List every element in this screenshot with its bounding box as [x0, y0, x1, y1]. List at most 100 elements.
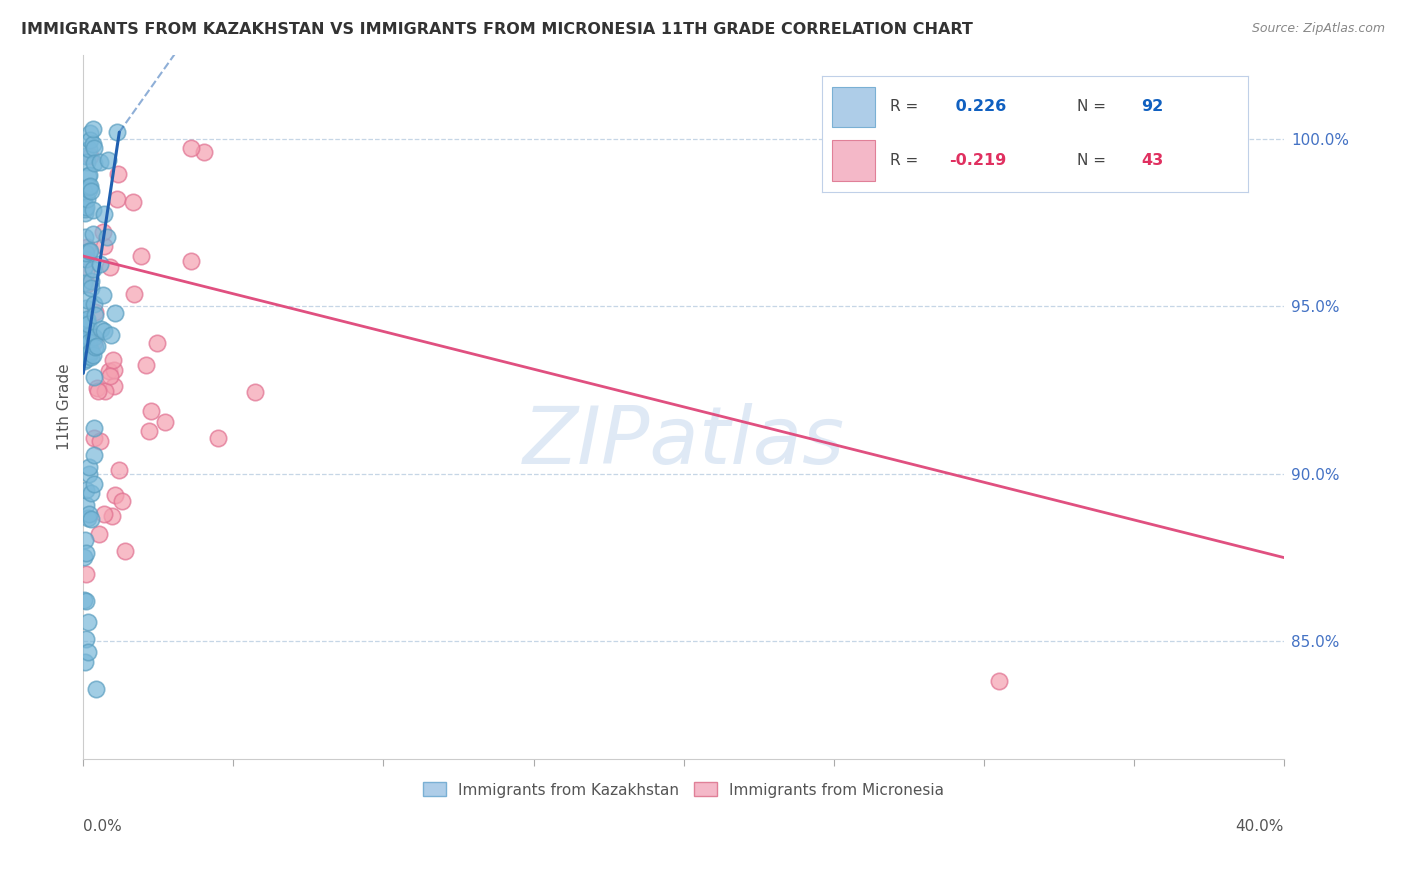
Point	[207, 431, 229, 445]
Point	[90, 322, 112, 336]
Point	[124, 286, 146, 301]
Point	[80, 350, 103, 364]
Text: ZIPatlas: ZIPatlas	[523, 403, 845, 481]
Point	[83, 420, 105, 434]
Point	[83, 330, 105, 344]
Point	[83, 297, 105, 311]
Point	[75, 318, 97, 332]
Point	[75, 246, 97, 260]
Point	[77, 467, 100, 481]
Point	[100, 328, 122, 343]
Point	[79, 133, 101, 147]
Point	[77, 142, 100, 156]
Point	[79, 149, 101, 163]
Point	[79, 244, 101, 258]
Point	[987, 674, 1010, 689]
Point	[104, 306, 127, 320]
Text: 0.0%: 0.0%	[83, 819, 122, 834]
Point	[93, 207, 115, 221]
Point	[107, 167, 129, 181]
Point	[93, 239, 115, 253]
Point	[75, 594, 97, 608]
Point	[110, 494, 132, 508]
Point	[83, 448, 105, 462]
Point	[89, 257, 111, 271]
Point	[73, 184, 96, 198]
Point	[77, 169, 100, 183]
Point	[79, 512, 101, 526]
Point	[75, 202, 97, 217]
Point	[83, 156, 105, 170]
Point	[79, 179, 101, 194]
Point	[79, 485, 101, 500]
Point	[243, 384, 266, 399]
Point	[193, 145, 215, 159]
Point	[75, 533, 97, 547]
Point	[73, 327, 96, 342]
Point	[141, 403, 163, 417]
Point	[105, 125, 128, 139]
Point	[82, 227, 104, 242]
Point	[76, 239, 98, 253]
Point	[86, 380, 108, 394]
Point	[76, 293, 98, 308]
Point	[73, 593, 96, 607]
Point	[89, 154, 111, 169]
Point	[89, 434, 111, 449]
Point	[94, 384, 117, 398]
Point	[82, 262, 104, 277]
Point	[100, 509, 122, 524]
Point	[82, 202, 104, 217]
Point	[135, 359, 157, 373]
Point	[75, 498, 97, 512]
Point	[75, 632, 97, 647]
Point	[77, 317, 100, 331]
Point	[84, 305, 107, 319]
Point	[75, 265, 97, 279]
Point	[87, 526, 110, 541]
Point	[155, 416, 177, 430]
Point	[100, 260, 122, 274]
Point	[76, 311, 98, 326]
Point	[73, 229, 96, 244]
Point	[82, 122, 104, 136]
Point	[73, 184, 96, 198]
Point	[114, 544, 136, 558]
Point	[73, 314, 96, 328]
Point	[76, 329, 98, 343]
Point	[75, 351, 97, 366]
Point	[76, 645, 98, 659]
Text: 40.0%: 40.0%	[1236, 819, 1284, 834]
Point	[76, 615, 98, 629]
Point	[72, 326, 94, 341]
Point	[73, 205, 96, 219]
Point	[93, 507, 115, 521]
Text: IMMIGRANTS FROM KAZAKHSTAN VS IMMIGRANTS FROM MICRONESIA 11TH GRADE CORRELATION : IMMIGRANTS FROM KAZAKHSTAN VS IMMIGRANTS…	[21, 22, 973, 37]
Point	[129, 249, 152, 263]
Point	[100, 369, 122, 384]
Point	[91, 225, 114, 239]
Point	[75, 201, 97, 215]
Point	[82, 136, 104, 151]
Point	[79, 345, 101, 359]
Point	[180, 253, 202, 268]
Point	[122, 195, 145, 210]
Point	[80, 281, 103, 295]
Point	[77, 460, 100, 475]
Point	[83, 308, 105, 322]
Point	[77, 244, 100, 259]
Point	[75, 346, 97, 360]
Point	[75, 338, 97, 352]
Point	[103, 378, 125, 392]
Point	[80, 343, 103, 358]
Point	[98, 364, 121, 378]
Point	[97, 153, 120, 167]
Legend: Immigrants from Kazakhstan, Immigrants from Micronesia: Immigrants from Kazakhstan, Immigrants f…	[416, 776, 950, 804]
Point	[87, 384, 110, 398]
Point	[75, 483, 97, 498]
Point	[82, 348, 104, 362]
Y-axis label: 11th Grade: 11th Grade	[58, 364, 72, 450]
Point	[73, 193, 96, 207]
Point	[83, 335, 105, 350]
Point	[93, 324, 115, 338]
